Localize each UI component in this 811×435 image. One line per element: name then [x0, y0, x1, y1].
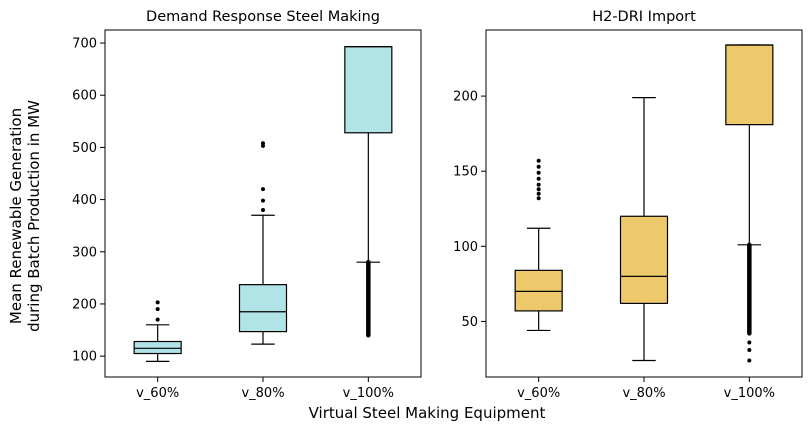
box-v_100%: [344, 46, 393, 338]
box-iqr: [619, 215, 669, 304]
outlier-point: [536, 158, 541, 163]
outlier-point: [536, 191, 541, 196]
box-v_60%: [133, 300, 182, 362]
y-tick-label: 300: [72, 245, 97, 260]
outlier-point: [747, 340, 752, 345]
y-tick-label: 150: [453, 165, 478, 180]
panel-title: H2-DRI Import: [592, 9, 696, 25]
box-iqr: [238, 284, 288, 333]
y-tick-label: 600: [72, 89, 97, 104]
box-iqr: [514, 269, 563, 312]
axes-frame: [104, 29, 422, 378]
outlier-point: [536, 170, 541, 175]
x-tick-label: v_80%: [241, 386, 284, 401]
box-v_100%: [725, 44, 774, 363]
x-tick-label: v_100%: [343, 386, 394, 401]
outlier-point: [536, 182, 541, 187]
box-iqr: [344, 46, 393, 134]
panel-title: Demand Response Steel Making: [146, 9, 380, 25]
x-tick-label: v_100%: [724, 386, 775, 401]
outlier-point: [155, 300, 160, 305]
outlier-point: [155, 307, 160, 312]
outlier-point: [261, 141, 265, 146]
panel-h2-dri-import: H2-DRI Import 50 100 150 200 v_60% v_80% v_100%: [453, 9, 803, 401]
x-tick-label: v_60%: [517, 386, 560, 401]
x-tick-label: v_60%: [136, 386, 179, 401]
outlier-point: [261, 208, 265, 213]
y-tick-label: 100: [453, 240, 478, 255]
outlier-point: [747, 358, 752, 363]
outlier-point: [536, 176, 541, 181]
panel-demand-response: Demand Response Steel Making 100 200 300 400…: [72, 9, 422, 401]
outlier-point: [261, 198, 265, 203]
box-iqr: [133, 340, 182, 355]
y-tick-label: 400: [72, 193, 97, 208]
outlier-point: [536, 164, 541, 169]
outlier-point: [261, 187, 265, 192]
box-v_80%: [619, 96, 669, 362]
y-axis-label-line2: during Batch Production in MW: [25, 100, 43, 332]
y-tick-label: 50: [461, 315, 478, 330]
box-v_80%: [238, 141, 288, 345]
outlier-point: [747, 347, 752, 352]
x-axis-label: Virtual Steel Making Equipment: [309, 404, 546, 422]
box-iqr: [725, 44, 774, 126]
y-tick-label: 200: [453, 90, 478, 105]
outlier-point: [155, 317, 160, 322]
y-axis-label-line1: Mean Renewable Generation: [7, 108, 25, 324]
y-tick-label: 700: [72, 37, 97, 52]
axes-frame: [485, 29, 803, 378]
outlier-point: [536, 196, 541, 201]
y-tick-label: 100: [72, 350, 97, 365]
y-tick-label: 500: [72, 141, 97, 156]
y-tick-label: 200: [72, 297, 97, 312]
outlier-point: [536, 187, 541, 192]
x-tick-label: v_80%: [622, 386, 665, 401]
box-v_60%: [514, 158, 563, 332]
